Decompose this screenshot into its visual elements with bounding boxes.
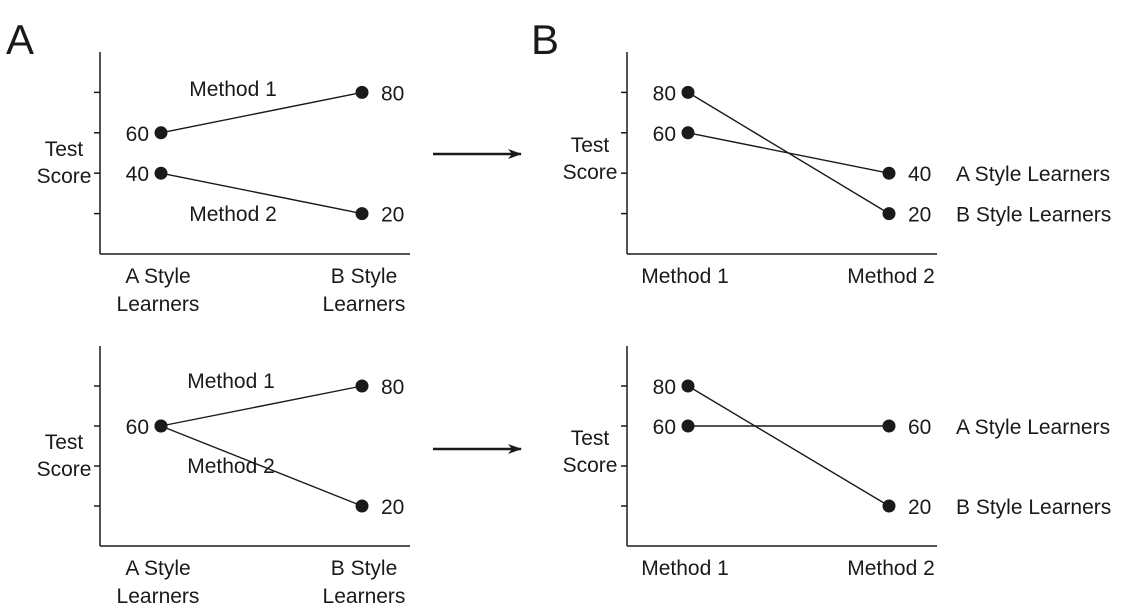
series-name-a-style-learners: A Style Learners [956, 416, 1110, 439]
series-name-b-style-learners: B Style Learners [956, 496, 1111, 519]
data-label: 60 [126, 416, 149, 439]
series-name-method-1: Method 1 [189, 78, 277, 101]
x-tick-label-method-1: Method 1 [641, 265, 729, 288]
data-point-method-2 [355, 207, 369, 221]
data-label: 80 [381, 82, 404, 105]
series-line-method-1 [160, 91, 363, 134]
chart-a-bottom: Test Score A Style Learners B Style Learners 6… [37, 346, 410, 608]
series-name-a-style-learners: A Style Learners [956, 163, 1110, 186]
data-point-a-style-learners [882, 166, 896, 180]
panel-label-a: A [6, 16, 34, 63]
charts: Test Score A Style Learners B Style Learners 6… [37, 52, 1111, 608]
data-label: 60 [126, 123, 149, 146]
data-label: 80 [381, 376, 404, 399]
series-name-method-2: Method 2 [187, 455, 275, 478]
series-line-method-1 [160, 385, 363, 427]
x-tick-label-method-1: Method 1 [641, 557, 729, 580]
panel-label-b: B [531, 16, 559, 63]
x-tick-label-method-2: Method 2 [847, 265, 935, 288]
data-label: 40 [126, 163, 149, 186]
chart-a-top: Test Score A Style Learners B Style Learners 6… [37, 52, 410, 316]
x-tick-label-b-style-learners: B Style Learners [323, 265, 406, 316]
data-label: 20 [908, 204, 931, 227]
series-line-b-style-learners [687, 91, 890, 215]
y-axis-label: Test Score [37, 138, 92, 188]
data-label: 20 [381, 204, 404, 227]
data-point-method-1 [154, 126, 168, 140]
series-line-b-style-learners [687, 385, 890, 507]
x-tick-label-a-style-learners: A Style Learners [117, 265, 200, 316]
series-line-method-2 [160, 172, 363, 215]
x-tick-label-b-style-learners: B Style Learners [323, 557, 406, 608]
series-name-b-style-learners: B Style Learners [956, 204, 1111, 227]
data-point-a-style-learners [681, 419, 695, 433]
data-label: 20 [381, 496, 404, 519]
data-point-b-style-learners [882, 207, 896, 221]
data-point-b-style-learners [882, 499, 896, 513]
data-label: 80 [653, 82, 676, 105]
data-label: 60 [653, 416, 676, 439]
x-tick-label-a-style-learners: A Style Learners [117, 557, 200, 608]
data-label: 60 [908, 416, 931, 439]
series-name-method-2: Method 2 [189, 203, 277, 226]
data-point-method-2 [355, 499, 369, 513]
data-point-method-2 [154, 166, 168, 180]
y-axis-label: Test Score [563, 427, 618, 477]
data-label: 80 [653, 376, 676, 399]
data-label: 20 [908, 496, 931, 519]
y-axis-label: Test Score [563, 134, 618, 184]
data-point-a-style-learners [681, 126, 695, 140]
data-point-b-style-learners [681, 379, 695, 393]
chart-b-top: Test Score Method 1 Method 2 60 40 A Style Lea… [563, 52, 1111, 288]
series-line-method-2 [160, 425, 363, 507]
x-tick-label-method-2: Method 2 [847, 557, 935, 580]
data-point-a-style-learners [882, 419, 896, 433]
data-point-b-style-learners [681, 85, 695, 99]
data-label: 60 [653, 123, 676, 146]
data-label: 40 [908, 163, 931, 186]
y-axis-label: Test Score [37, 431, 92, 481]
chart-b-bottom: Test Score Method 1 Method 2 60 60 A Style Lea… [563, 346, 1111, 580]
series-name-method-1: Method 1 [187, 370, 275, 393]
data-point-method-2 [154, 419, 168, 433]
data-point-method-1 [355, 85, 369, 99]
data-point-method-1 [355, 379, 369, 393]
